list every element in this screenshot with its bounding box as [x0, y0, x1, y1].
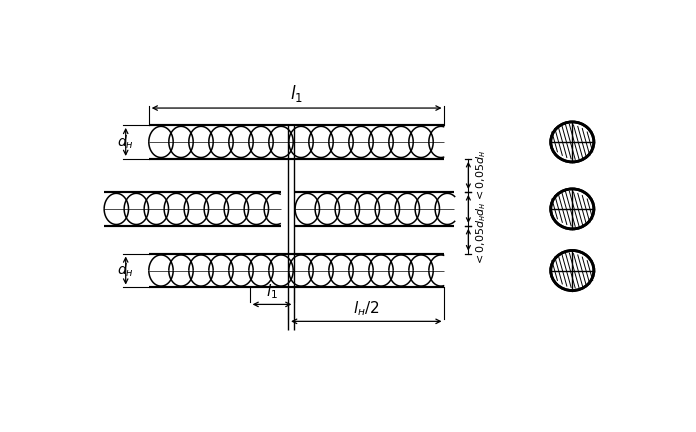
- Text: $d_н$: $d_н$: [116, 133, 134, 151]
- Text: $<0{,}05d_н$: $<0{,}05d_н$: [474, 213, 487, 266]
- Text: $l_1$: $l_1$: [290, 83, 303, 104]
- Text: $<0{,}05d_н$: $<0{,}05d_н$: [474, 149, 487, 202]
- Text: $d_н$: $d_н$: [116, 262, 134, 279]
- Text: $d_н$: $d_н$: [474, 202, 487, 216]
- Text: $l_н/2$: $l_н/2$: [353, 299, 379, 318]
- Text: $l_1$: $l_1$: [266, 283, 278, 302]
